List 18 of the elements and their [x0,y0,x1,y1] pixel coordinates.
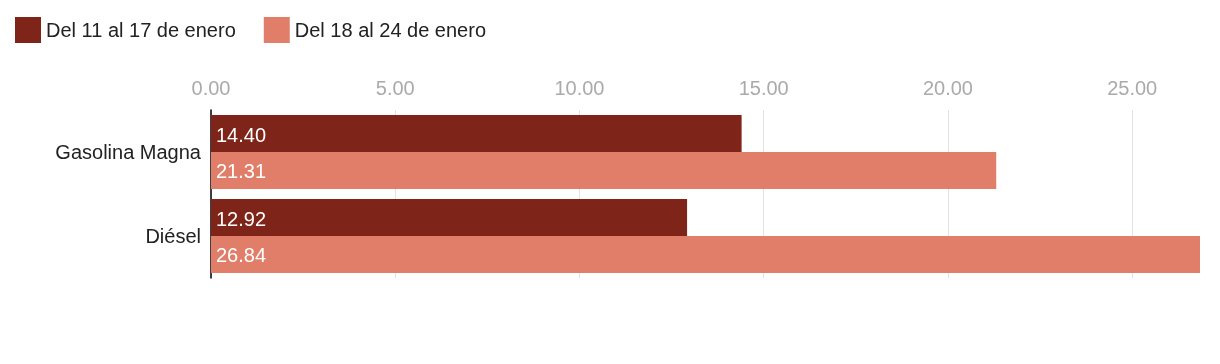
data-label: 12.92 [216,207,267,230]
legend-label: Del 18 al 24 de enero [294,19,487,41]
y-tick-label: Diésel [145,225,201,247]
bar [211,199,688,236]
x-tick-label: 5.00 [375,77,415,99]
bar [211,152,997,189]
x-tick-label: 25.00 [1107,77,1158,99]
data-label: 14.40 [216,123,267,146]
bar [211,115,742,152]
data-label: 26.84 [216,244,267,267]
x-tick-label: 20.00 [922,77,973,99]
x-tick-label: 0.00 [191,77,231,99]
x-tick-label: 10.00 [554,77,605,99]
y-tick-label: Gasolina Magna [55,141,202,163]
legend-label: Del 11 al 17 de enero [46,19,236,41]
x-tick-label: 15.00 [738,77,789,99]
bar [211,236,1200,273]
data-label: 21.31 [216,160,267,183]
